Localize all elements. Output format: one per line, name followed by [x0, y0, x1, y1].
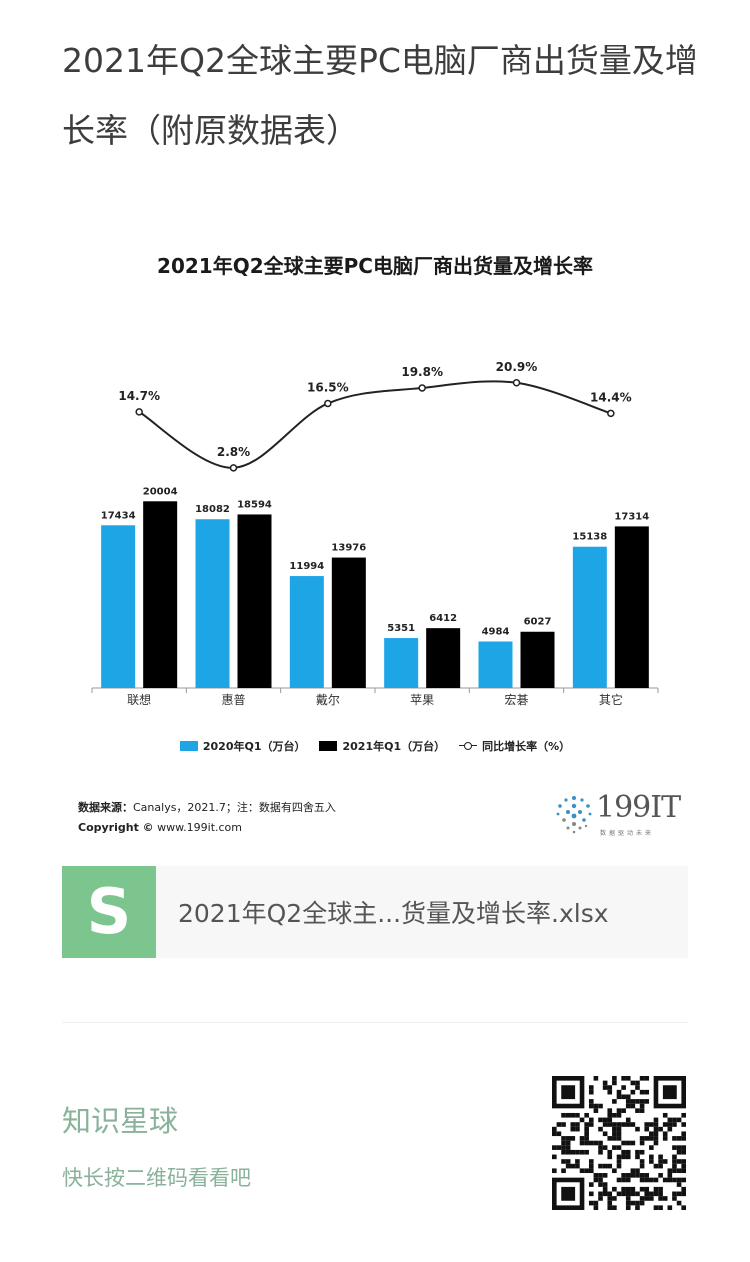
growth-label-5: 14.4%: [590, 390, 632, 404]
growth-label-2: 16.5%: [307, 380, 349, 394]
category-label-5: 其它: [599, 692, 623, 707]
bar-2020-1: [195, 519, 230, 688]
legend-label-2021: 2021年Q1（万台）: [342, 740, 446, 753]
data-label-2021-2: 13976: [331, 543, 366, 554]
legend-swatch-black: [319, 741, 338, 751]
chart-figure: 2021年Q2全球主要PC电脑厂商出货量及增长率 17434 20004 联想 180…: [62, 220, 688, 850]
legend-line-marker-icon: [459, 741, 478, 751]
bar-2021-2: [331, 557, 366, 688]
data-label-2021-1: 18594: [237, 499, 272, 510]
bar-2020-5: [572, 546, 607, 688]
growth-label-4: 20.9%: [496, 360, 538, 374]
data-label-2020-2: 11994: [289, 561, 324, 572]
source-label: 数据来源：: [78, 801, 133, 814]
data-label-2021-4: 6027: [524, 617, 552, 628]
attachment-filename[interactable]: 2021年Q2全球主...货量及增长率.xlsx: [178, 899, 609, 928]
copyright-label: Copyright ©: [78, 821, 154, 834]
bar-2021-5: [614, 526, 649, 688]
growth-point-1: [229, 464, 238, 472]
data-label-2021-0: 20004: [143, 486, 178, 497]
category-label-3: 苹果: [410, 693, 434, 707]
bar-2020-3: [384, 638, 419, 688]
legend-swatch-blue: [179, 741, 198, 751]
bar-2020-2: [289, 576, 324, 688]
planet-title: 知识星球: [62, 1104, 179, 1138]
qr-code-icon[interactable]: [552, 1076, 686, 1210]
growth-label-3: 19.8%: [401, 365, 443, 379]
data-label-2020-1: 18082: [195, 504, 230, 515]
data-label-2020-3: 5351: [387, 623, 415, 634]
spreadsheet-file-icon: S: [62, 866, 156, 958]
bar-2021-4: [520, 631, 555, 688]
bar-2021-3: [426, 628, 461, 688]
category-label-4: 宏碁: [504, 692, 528, 707]
copyright-text: www.199it.com: [157, 821, 243, 834]
category-label-0: 联想: [127, 692, 151, 707]
logo-dots-icon: [556, 796, 592, 834]
section-divider: [62, 1022, 688, 1023]
growth-point-2: [324, 399, 332, 408]
chart-svg: 17434 20004 联想 18082 18594 惠普 11994 13976 戴尔 5351…: [91, 360, 659, 707]
growth-point-4: [512, 379, 521, 387]
data-label-2020-5: 15138: [572, 532, 607, 543]
attachment-card[interactable]: S 2021年Q2全球主...货量及增长率.xlsx: [62, 866, 688, 958]
source-text: Canalys，2021.7；注：数据有四舍五入: [133, 801, 336, 814]
planet-subtitle: 快长按二维码看看吧: [62, 1166, 251, 1190]
legend-item-2021: 2021年Q1（万台）: [319, 738, 445, 754]
logo-subtitle: 数据驱动未来: [600, 830, 655, 837]
data-label-2021-5: 17314: [614, 511, 649, 522]
legend-label-2020: 2020年Q1（万台）: [202, 740, 306, 753]
brand-logo: 199IT 数据驱动未来: [552, 790, 682, 840]
category-label-1: 惠普: [221, 693, 245, 707]
data-label-2020-4: 4984: [482, 626, 510, 637]
chart-legend: 2020年Q1（万台） 2021年Q1（万台） 同比增长率（%）: [62, 738, 688, 754]
data-label-2020-0: 17434: [101, 510, 136, 521]
growth-rate-line: [138, 380, 612, 469]
chart-title: 2021年Q2全球主要PC电脑厂商出货量及增长率: [157, 254, 593, 278]
bar-2021-0: [143, 501, 178, 688]
growth-point-5: [607, 409, 615, 418]
growth-label-1: 2.8%: [217, 445, 250, 459]
growth-point-3: [418, 384, 426, 392]
legend-item-2020: 2020年Q1（万台）: [179, 738, 306, 754]
source-note: 数据来源：Canalys，2021.7；注：数据有四舍五入 Copyright …: [78, 798, 336, 838]
article-title: 2021年Q2全球主要PC电脑厂商出货量及增长率（附原数据表）: [62, 41, 698, 150]
bar-2020-4: [478, 641, 513, 688]
legend-item-growth: 同比增长率（%）: [459, 738, 570, 754]
bar-2020-0: [101, 525, 136, 688]
file-icon-letter: S: [86, 875, 132, 948]
growth-label-0: 14.7%: [118, 389, 160, 403]
legend-label-growth: 同比增长率（%）: [482, 740, 571, 753]
growth-point-0: [135, 408, 143, 416]
data-label-2021-3: 6412: [429, 613, 457, 624]
logo-text: 199IT: [596, 790, 681, 825]
category-label-2: 戴尔: [316, 692, 340, 707]
bar-2021-1: [237, 514, 272, 688]
